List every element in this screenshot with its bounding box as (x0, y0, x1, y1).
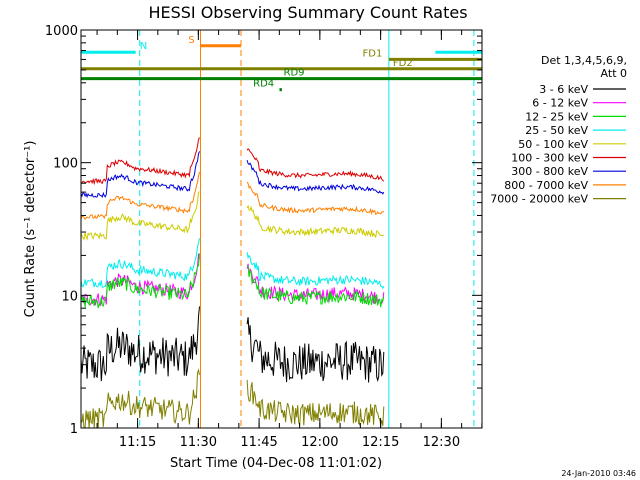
chart-title: HESSI Observing Summary Count Rates (148, 3, 467, 22)
flag-label: FD2 (393, 58, 413, 69)
flag-label: RD4 (253, 79, 274, 90)
legend-entry: 800 - 7000 keV (504, 179, 588, 192)
series-line (81, 137, 385, 186)
series-segment (81, 368, 200, 428)
x-tick-label: 11:15 (119, 435, 156, 450)
series-segment (81, 253, 200, 309)
x-axis-label: Start Time (04-Dec-08 11:01:02) (170, 456, 382, 471)
series-segment (81, 238, 200, 288)
series-line (81, 151, 385, 199)
series-segment (81, 191, 200, 241)
y-tick-label: 1 (70, 422, 78, 437)
legend-entry: 100 - 300 keV (511, 152, 588, 165)
y-axis-label: Count Rate (s⁻¹ detector⁻¹) (23, 141, 38, 318)
y-tick-label: 10 (61, 289, 78, 304)
legend-entry: 12 - 25 keV (525, 110, 588, 123)
series-line (81, 191, 385, 241)
series-segment (81, 137, 200, 186)
series-segment (246, 159, 385, 195)
timestamp: 24-Jan-2010 03:46 (561, 469, 636, 478)
x-tick-label: 12:15 (362, 435, 399, 450)
x-tick-label: 12:30 (423, 435, 460, 450)
series-line (81, 368, 385, 428)
series-segment (246, 204, 385, 239)
y-tick-label: 1000 (45, 24, 78, 39)
series-line (81, 171, 385, 220)
x-tick-label: 11:45 (240, 435, 277, 450)
series-line (81, 253, 385, 309)
series-layer (81, 137, 385, 428)
axes: 11:15 11:30 11:45 12:00 12:15 12:30 1 10 100 1000 (45, 24, 483, 450)
series-line (81, 238, 385, 290)
series-segment (81, 306, 200, 382)
series-line (81, 306, 385, 383)
plot-frame (80, 29, 483, 429)
flag-label: FD1 (363, 48, 383, 59)
legend-entry: 50 - 100 keV (518, 138, 588, 151)
legend-title: Det 1,3,4,5,6,9, (541, 54, 627, 67)
legend-entry: 300 - 800 keV (511, 165, 588, 178)
legend-entry: 25 - 50 keV (525, 124, 588, 137)
legend-entry: 3 - 6 keV (539, 83, 588, 96)
series-segment (246, 317, 385, 383)
series-segment (246, 181, 385, 216)
series-segment (246, 252, 385, 290)
y-tick-label: 100 (53, 157, 78, 172)
x-tick-label: 12:00 (301, 435, 338, 450)
flag-label: N (140, 41, 147, 52)
flag-label: S (188, 35, 194, 46)
legend-entry: 7000 - 20000 keV (490, 193, 588, 206)
series-segment (246, 379, 385, 426)
series-segment (246, 265, 385, 308)
flags-layer: N S FD1 FD2 RD9 RD4 (81, 35, 482, 92)
series-segment (81, 151, 200, 199)
legend-subtitle: Att 0 (601, 67, 627, 80)
legend-entry: 6 - 12 keV (532, 97, 588, 110)
series-segment (81, 171, 200, 220)
series-segment (81, 253, 200, 307)
x-tick-label: 11:30 (180, 435, 217, 450)
flag-label: RD9 (284, 68, 305, 79)
series-segment (246, 148, 385, 182)
